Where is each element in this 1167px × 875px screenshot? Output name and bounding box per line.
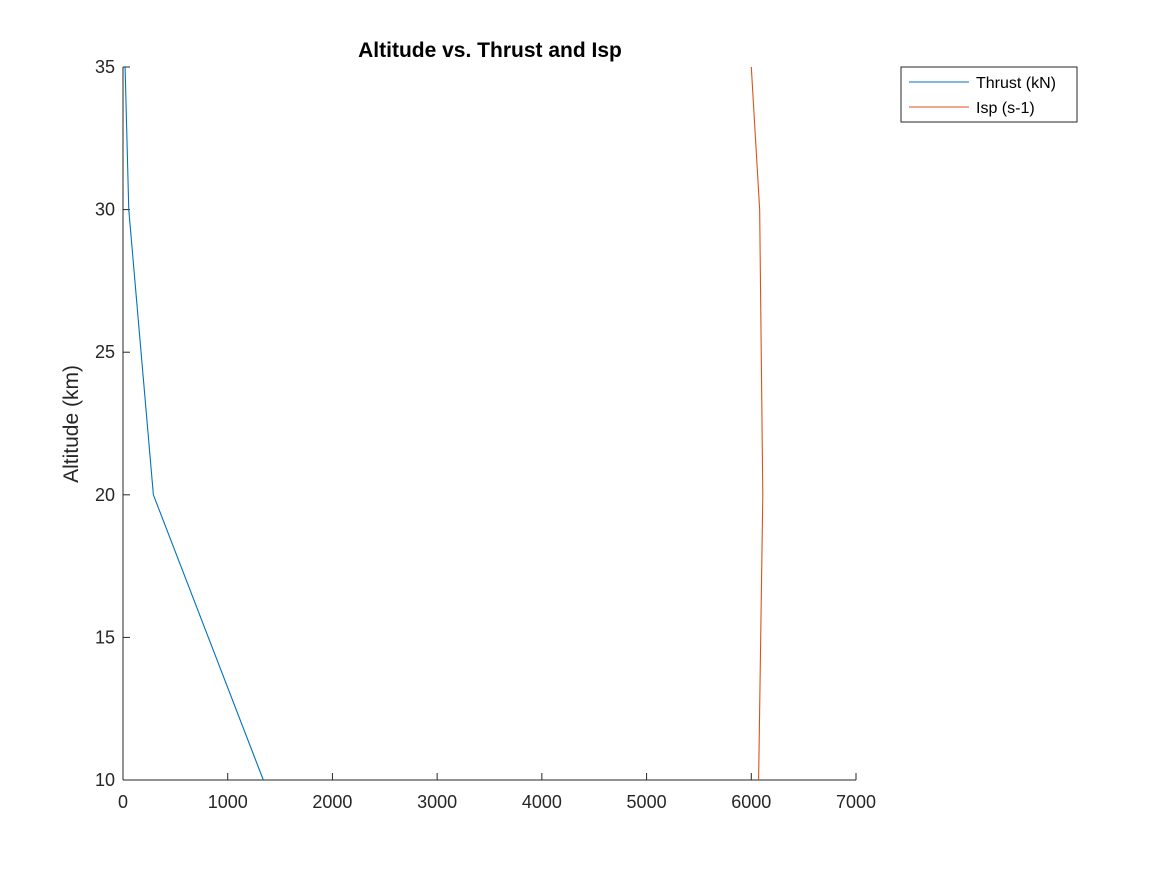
x-ticks: 0 1000 2000 3000 4000 5000 6000 7000 [118, 773, 876, 812]
y-tick-label: 30 [95, 200, 115, 220]
x-tick-label: 5000 [627, 792, 667, 812]
series-line-thrust [124, 66, 264, 781]
y-tick-label: 25 [95, 342, 115, 362]
y-tick-label: 35 [95, 57, 115, 77]
x-tick-label: 6000 [731, 792, 771, 812]
y-axis-title: Altitude (km) [60, 365, 83, 483]
y-tick-label: 10 [95, 770, 115, 790]
y-tick-label: 15 [95, 627, 115, 647]
series-layer [124, 66, 764, 781]
y-tick-label: 20 [95, 485, 115, 505]
series-line-isp [750, 66, 764, 781]
axes [122, 67, 856, 781]
legend-label-thrust: Thrust (kN) [976, 75, 1056, 92]
x-tick-label: 4000 [522, 792, 562, 812]
x-tick-label: 2000 [312, 792, 352, 812]
x-tick-label: 1000 [208, 792, 248, 812]
x-tick-label: 7000 [836, 792, 876, 812]
x-tick-label: 0 [118, 792, 128, 812]
legend-box [900, 66, 1078, 123]
y-ticks: 10 15 20 25 30 35 [95, 57, 130, 790]
chart-title: Altitude vs. Thrust and Isp [358, 39, 622, 62]
legend: Thrust (kN) Isp (s-1) [900, 66, 1078, 123]
legend-label-isp: Isp (s-1) [976, 100, 1035, 117]
x-tick-label: 3000 [417, 792, 457, 812]
